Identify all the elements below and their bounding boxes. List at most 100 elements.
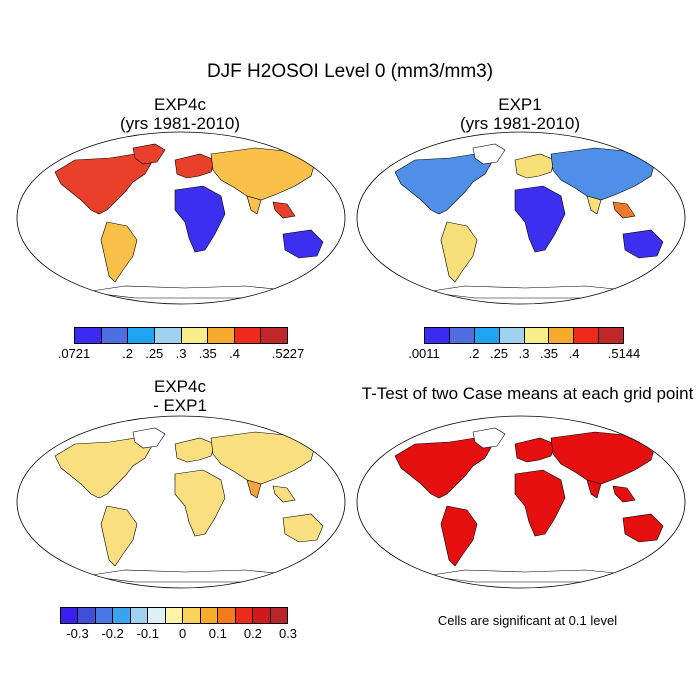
colorbar-swatch (449, 328, 475, 343)
colorbar-swatch (261, 328, 287, 343)
map-exp1 (356, 131, 686, 305)
panel-title-line1: EXP4c (154, 95, 206, 114)
continent-seAsia (272, 201, 296, 219)
panel-title-line2: - EXP1 (153, 396, 207, 415)
figure-title: DJF H2OSOI Level 0 (mm3/mm3) (206, 61, 494, 82)
colorbar-tick-label: 0.3 (278, 626, 298, 641)
colorbar-swatch (234, 328, 262, 343)
colorbar-tick-label: .35 (198, 346, 217, 361)
continent-india (586, 195, 602, 215)
colorbar-swatch (128, 328, 155, 343)
continent-asia (550, 431, 656, 485)
panel-title-exp4c: EXP4c (yrs 1981-2010) (60, 95, 300, 133)
colorbar-swatch (270, 608, 288, 623)
colorbar-swatch (425, 328, 450, 343)
colorbar-exp4c (74, 327, 288, 344)
colorbar-swatch (78, 608, 96, 623)
colorbar-difference (60, 607, 288, 624)
colorbar-swatch (599, 328, 623, 343)
colorbar-tick-label: .4 (229, 346, 240, 361)
colorbar-tick-label: 0.2 (243, 626, 262, 641)
colorbar-swatch (154, 328, 182, 343)
continent-northAmerica (54, 153, 154, 215)
continent-southAmerica (100, 505, 138, 567)
map-frame (16, 131, 346, 305)
colorbar-tick-label: .3 (175, 346, 187, 361)
colorbar-tick-label: -0.1 (136, 626, 159, 641)
colorbar-tick-label: .35 (539, 346, 559, 361)
colorbar-tick-label: .5227 (271, 346, 305, 361)
colorbar-tick-label: .0721 (57, 346, 91, 361)
continent-australia (622, 513, 664, 543)
panel-title-exp1: EXP1 (yrs 1981-2010) (400, 95, 640, 133)
continent-india (246, 479, 262, 499)
continent-africa (514, 185, 566, 253)
map-ttest (356, 415, 686, 589)
colorbar-swatch (101, 328, 129, 343)
continent-antarctica (84, 285, 286, 299)
colorbar-tick-label: -0.2 (101, 626, 124, 641)
continent-india (586, 479, 602, 499)
colorbar-swatch (200, 608, 219, 623)
panel-title-line1: EXP1 (498, 95, 542, 114)
colorbar-swatch (183, 608, 201, 623)
continent-greenland (472, 143, 506, 165)
colorbar-tick-label: 0 (179, 626, 187, 641)
continent-seAsia (612, 485, 636, 503)
colorbar-tick-label: .3 (518, 346, 530, 361)
significance-footnote: Cells are significant at 0.1 level (437, 613, 618, 628)
colorbar-swatch (75, 328, 102, 343)
continent-northAmerica (394, 153, 494, 215)
map-frame (16, 415, 346, 589)
colorbar-swatch (148, 608, 166, 623)
continent-australia (622, 229, 664, 259)
colorbar-swatch (499, 328, 525, 343)
continent-seAsia (612, 201, 636, 219)
map-exp4c (16, 131, 346, 305)
colorbar-swatch (253, 608, 271, 623)
continent-australia (282, 513, 324, 543)
colorbar-tick-label: 0.1 (208, 626, 227, 641)
colorbar-swatch (95, 608, 114, 623)
continent-seAsia (272, 485, 296, 503)
colorbar-swatch (208, 328, 235, 343)
continent-india (246, 195, 262, 215)
colorbar-swatch (181, 328, 209, 343)
colorbar-swatch (113, 608, 131, 623)
continent-southAmerica (100, 221, 138, 283)
colorbar-tick-label: .25 (489, 346, 509, 361)
continent-africa (174, 185, 226, 253)
colorbar-swatch (524, 328, 550, 343)
panel-title-line2: (yrs 1981-2010) (459, 114, 580, 133)
continent-northAmerica (54, 437, 154, 499)
colorbar-tick-label: .4 (568, 346, 580, 361)
colorbar-tick-label: .25 (145, 346, 164, 361)
map-frame (356, 131, 686, 305)
continent-asia (550, 147, 656, 201)
panel-title-line1: EXP4c (154, 377, 206, 396)
colorbar-swatch (218, 608, 236, 623)
colorbar-swatch (165, 608, 184, 623)
colorbar-swatch (130, 608, 149, 623)
colorbar-tick-label: .5144 (607, 346, 641, 361)
continent-northAmerica (394, 437, 494, 499)
map-difference (16, 415, 346, 589)
continent-africa (514, 469, 566, 537)
continent-southAmerica (440, 505, 478, 567)
colorbar-tick-label: .2 (122, 346, 133, 361)
panel-title-line2: (yrs 1981-2010) (119, 114, 240, 133)
continent-europe (514, 153, 556, 179)
continent-europe (174, 153, 216, 179)
colorbar-tick-label: -0.3 (66, 626, 89, 641)
continent-southAmerica (440, 221, 478, 283)
continent-greenland (132, 143, 166, 165)
continent-africa (174, 469, 226, 537)
continent-greenland (132, 427, 166, 449)
map-frame (356, 415, 686, 589)
colorbar-swatch (235, 608, 254, 623)
colorbar-swatch (574, 328, 600, 343)
colorbar-tick-label: .2 (468, 346, 480, 361)
continent-australia (282, 229, 324, 259)
colorbar-tick-label: .0011 (408, 346, 440, 361)
continent-antarctica (424, 285, 626, 299)
